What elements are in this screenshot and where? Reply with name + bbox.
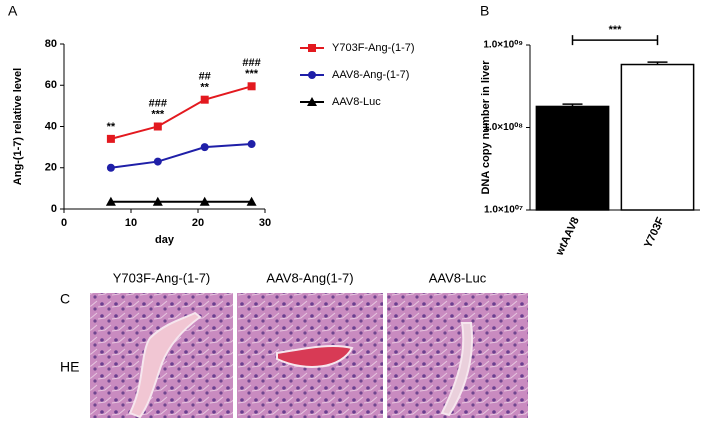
series-line bbox=[110, 143, 252, 169]
vessel bbox=[276, 344, 354, 368]
panel-label: C bbox=[60, 291, 70, 307]
panel-label: A bbox=[8, 3, 18, 19]
x-tick-label: wtAAV8 bbox=[553, 215, 582, 258]
significance-bracket bbox=[571, 35, 659, 46]
legend-label: Y703F-Ang-(1-7) bbox=[332, 42, 415, 54]
marker bbox=[247, 82, 256, 91]
marker bbox=[246, 196, 257, 206]
y-tick-label: 0 bbox=[51, 203, 57, 215]
x-axis-label: day bbox=[155, 234, 175, 246]
marker bbox=[247, 140, 256, 149]
annotation: *** bbox=[151, 108, 165, 120]
y-tick-label: 40 bbox=[45, 120, 57, 132]
annotation: ** bbox=[107, 121, 116, 133]
marker bbox=[199, 196, 210, 206]
error-bar bbox=[562, 103, 583, 107]
annotation: ### bbox=[242, 57, 260, 69]
error-bar bbox=[647, 61, 668, 65]
x-tick-label: 0 bbox=[61, 217, 67, 229]
significance-label: *** bbox=[609, 24, 623, 36]
y-tick-label: 60 bbox=[45, 79, 57, 91]
marker bbox=[307, 97, 317, 106]
y-axis-label: DNA copy number in liver bbox=[480, 60, 492, 195]
y-tick-label: 80 bbox=[45, 38, 57, 50]
marker bbox=[308, 71, 316, 79]
panel-label: B bbox=[480, 3, 489, 19]
y-tick-label: 1.0×10⁰⁹ bbox=[483, 40, 523, 51]
x-tick-label: 20 bbox=[192, 217, 204, 229]
vessel bbox=[128, 311, 202, 419]
annotation: *** bbox=[245, 68, 259, 80]
legend-label: AAV8-Luc bbox=[332, 96, 381, 108]
y-tick-label: 1.0×10⁰⁷ bbox=[484, 205, 523, 216]
series-line bbox=[110, 85, 252, 140]
marker bbox=[200, 143, 209, 152]
marker bbox=[152, 196, 163, 206]
annotation: ## bbox=[199, 71, 211, 83]
x-tick-label: Y703F bbox=[642, 215, 667, 250]
x-tick-label: 10 bbox=[125, 217, 137, 229]
annotation: ** bbox=[200, 82, 209, 94]
annotation: ### bbox=[149, 97, 167, 109]
y-tick-label: 1.0×10⁰⁸ bbox=[483, 122, 523, 133]
marker bbox=[106, 163, 115, 172]
row-label: HE bbox=[60, 359, 79, 375]
image-title: AAV8-Luc bbox=[429, 270, 487, 285]
image-title: AAV8-Ang(1-7) bbox=[266, 270, 353, 285]
marker bbox=[153, 157, 162, 166]
image-title: Y703F-Ang-(1-7) bbox=[113, 270, 211, 285]
marker bbox=[106, 134, 115, 143]
marker bbox=[153, 122, 162, 131]
bar bbox=[535, 105, 610, 211]
x-tick-label: 30 bbox=[259, 217, 271, 229]
bar bbox=[620, 63, 695, 211]
vessel bbox=[440, 322, 473, 417]
y-axis-label: Ang-(1-7) relative level bbox=[12, 68, 24, 185]
y-tick-label: 20 bbox=[45, 162, 57, 174]
marker bbox=[105, 196, 116, 206]
marker bbox=[200, 95, 209, 104]
marker bbox=[308, 44, 316, 52]
legend-label: AAV8-Ang-(1-7) bbox=[332, 69, 409, 81]
